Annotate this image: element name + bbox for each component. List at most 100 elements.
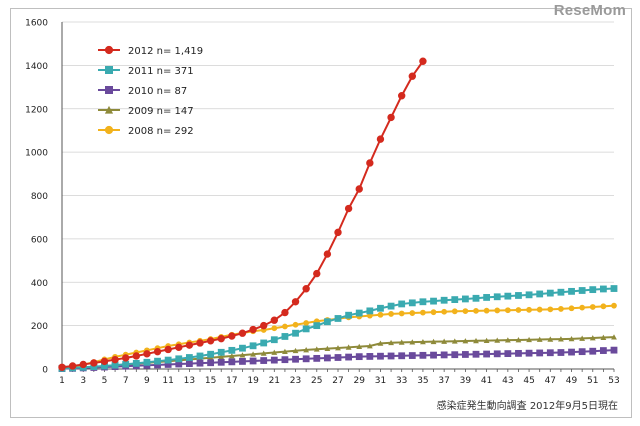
x-tick-label: 9 <box>144 376 150 386</box>
data-point-2012 <box>259 321 268 330</box>
data-point-2009 <box>250 351 256 357</box>
series-2012 <box>58 57 427 371</box>
x-tick-label: 31 <box>375 376 386 386</box>
data-point-2009 <box>335 345 341 351</box>
data-point-2012 <box>302 285 310 293</box>
data-point-2012 <box>366 159 374 167</box>
data-point-2012 <box>291 298 300 306</box>
data-point-2011 <box>164 356 172 364</box>
data-point-2011 <box>101 362 108 370</box>
data-point-2009 <box>462 338 469 344</box>
data-point-2009 <box>292 347 299 354</box>
data-point-2011 <box>387 302 395 310</box>
data-point-2010 <box>260 357 268 364</box>
data-point-2010 <box>610 346 618 354</box>
data-point-2012 <box>104 45 114 55</box>
data-point-2009 <box>579 335 586 341</box>
axes <box>61 22 615 372</box>
data-point-2010 <box>281 356 289 364</box>
data-point-2012 <box>111 355 119 364</box>
gridlines <box>62 21 614 327</box>
data-point-2009 <box>313 346 320 352</box>
data-point-2008 <box>494 307 501 314</box>
data-point-2011 <box>281 333 289 340</box>
data-point-2011 <box>154 357 161 365</box>
y-tick-label: 1000 <box>25 149 48 159</box>
source-note: 感染症発生動向調査 2012年9月5日現在 <box>436 401 618 412</box>
data-point-2011 <box>461 295 469 303</box>
data-point-2009 <box>547 336 554 342</box>
data-point-2012 <box>397 92 406 100</box>
data-point-2009 <box>377 340 384 346</box>
data-point-2010 <box>154 361 161 369</box>
data-point-2009 <box>568 335 575 342</box>
data-point-2009 <box>282 348 288 355</box>
data-point-2011 <box>355 309 363 317</box>
data-point-2012 <box>121 354 130 362</box>
data-point-2011 <box>323 318 331 326</box>
y-tick-label: 800 <box>31 192 48 202</box>
data-point-2012 <box>419 57 427 65</box>
x-tick-label: 19 <box>247 376 259 386</box>
data-point-2008 <box>526 306 532 313</box>
data-point-2009 <box>526 336 532 343</box>
legend: 2012 n= 1,419 2011 n= 371 2010 n= 87 2009 n… <box>98 45 203 137</box>
data-point-2011 <box>504 292 512 300</box>
x-tick-label: 5 <box>102 376 108 386</box>
data-point-2012 <box>376 135 385 143</box>
data-point-2011 <box>589 286 597 294</box>
data-point-2008 <box>504 307 511 314</box>
data-point-2010 <box>249 357 257 365</box>
data-point-2008 <box>451 308 458 315</box>
data-point-2008 <box>589 304 596 310</box>
data-point-2008 <box>104 125 114 135</box>
data-point-2010 <box>387 352 395 360</box>
x-tick-label: 13 <box>184 376 195 386</box>
data-point-2009 <box>494 337 501 343</box>
data-point-2011 <box>366 307 374 315</box>
data-point-2011 <box>419 298 427 306</box>
data-point-2010 <box>536 349 544 357</box>
data-point-2011 <box>334 315 342 322</box>
data-point-2011 <box>207 350 215 358</box>
y-tick-label: 400 <box>31 279 48 289</box>
data-point-2010 <box>408 352 416 359</box>
data-point-2010 <box>451 351 459 359</box>
data-point-2008 <box>398 310 405 317</box>
data-point-2011 <box>451 296 459 303</box>
data-point-2010 <box>228 358 236 366</box>
series-group <box>58 57 618 372</box>
data-point-2012 <box>196 339 204 347</box>
data-point-2011 <box>430 297 437 305</box>
data-point-2010 <box>302 355 310 363</box>
x-tick-label: 33 <box>396 376 407 386</box>
data-point-2011 <box>228 346 236 354</box>
y-tick-label: 600 <box>31 235 48 245</box>
data-point-2012 <box>90 359 98 367</box>
y-tick-labels: 0 200 400 600 800 1000 1200 1400 1600 <box>25 19 48 376</box>
data-point-2012 <box>68 362 77 370</box>
data-point-2008 <box>547 306 554 313</box>
data-point-2011 <box>398 300 406 308</box>
data-point-2008 <box>536 306 543 313</box>
data-point-2011 <box>111 361 119 369</box>
data-point-2011 <box>302 325 310 333</box>
data-point-2009 <box>324 345 331 352</box>
x-tick-label: 37 <box>438 376 449 386</box>
data-point-2009 <box>589 335 596 341</box>
data-point-2012 <box>313 269 321 278</box>
x-tick-label: 11 <box>162 376 173 386</box>
data-point-2010 <box>568 348 575 356</box>
x-tick-label: 29 <box>354 376 366 386</box>
data-point-2012 <box>164 345 172 354</box>
data-point-2012 <box>281 308 289 317</box>
data-point-2012 <box>143 350 151 358</box>
data-point-2011 <box>568 287 575 295</box>
data-point-2011 <box>557 288 565 296</box>
data-point-2010 <box>239 358 246 365</box>
legend-item-2011: 2011 n= 371 <box>98 66 194 77</box>
x-tick-label: 21 <box>269 376 280 386</box>
x-tick-label: 45 <box>523 376 534 386</box>
data-point-2012 <box>185 341 194 349</box>
data-point-2010 <box>525 349 533 357</box>
